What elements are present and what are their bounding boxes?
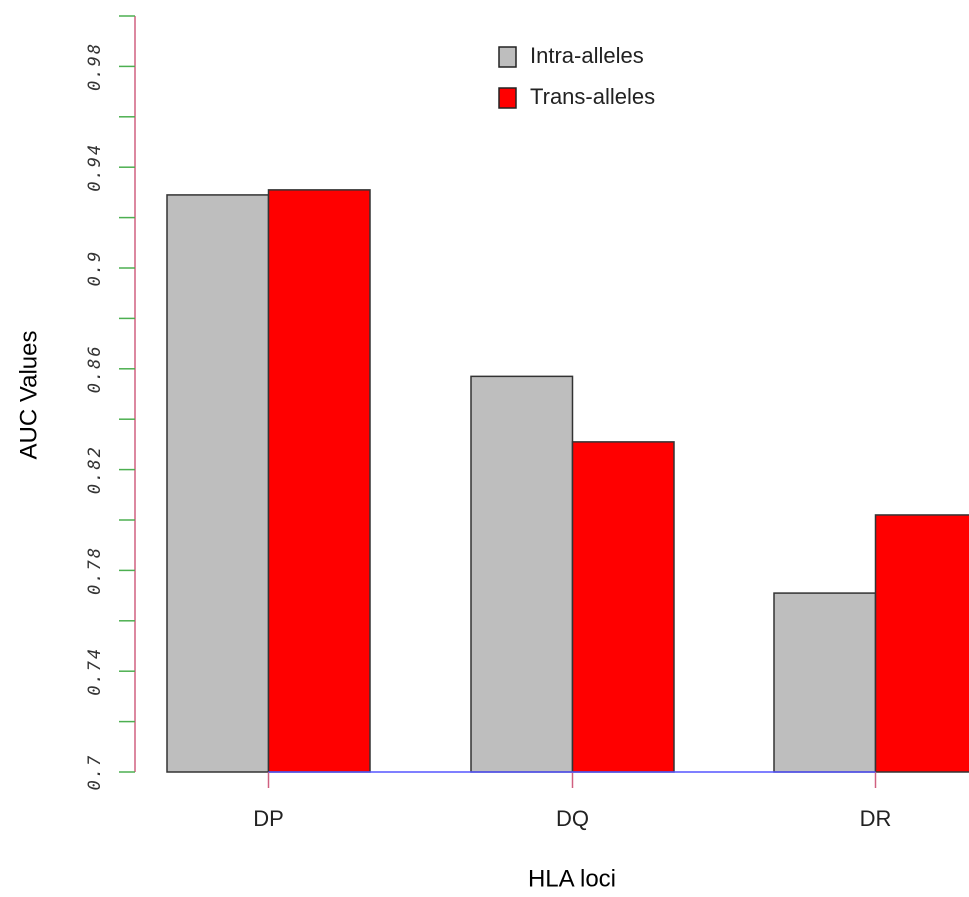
bar — [573, 442, 675, 772]
bar — [167, 195, 269, 772]
bar — [269, 190, 371, 772]
y-tick-label: 0.7 — [85, 754, 105, 791]
y-tick-label: 0.98 — [85, 42, 105, 91]
y-tick-label: 0.74 — [85, 647, 105, 696]
x-tick-label: DR — [860, 806, 892, 831]
bar — [876, 515, 969, 772]
legend-label: Trans-alleles — [530, 84, 655, 109]
y-tick-label: 0.82 — [85, 445, 105, 494]
y-tick-label: 0.94 — [85, 143, 105, 192]
legend-swatch — [499, 47, 516, 67]
y-tick-label: 0.78 — [85, 546, 105, 595]
bar — [774, 593, 876, 772]
x-axis-title: HLA loci — [528, 865, 616, 892]
y-axis-title: AUC Values — [15, 331, 42, 460]
legend-label: Intra-alleles — [530, 43, 644, 68]
y-tick-label: 0.86 — [85, 344, 105, 393]
y-tick-label: 0.9 — [85, 250, 105, 287]
x-tick-label: DQ — [556, 806, 589, 831]
legend-swatch — [499, 88, 516, 108]
bar — [471, 376, 573, 772]
x-tick-label: DP — [253, 806, 284, 831]
